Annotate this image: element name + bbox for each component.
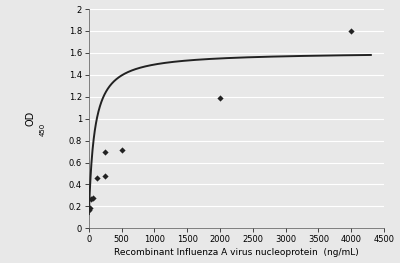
Text: OD: OD: [26, 111, 36, 126]
X-axis label: Recombinant Influenza A virus nucleoprotein  (ng/mL): Recombinant Influenza A virus nucleoprot…: [114, 249, 359, 257]
Point: [90, 195, 96, 200]
Point: [87, 205, 93, 210]
Point: [118, 148, 125, 153]
Point: [94, 176, 100, 180]
Point: [88, 197, 94, 201]
Point: [102, 174, 108, 178]
Point: [86, 208, 92, 212]
Text: 450: 450: [40, 123, 46, 136]
Point: [217, 96, 223, 100]
Point: [348, 29, 354, 33]
Point: [102, 149, 108, 154]
